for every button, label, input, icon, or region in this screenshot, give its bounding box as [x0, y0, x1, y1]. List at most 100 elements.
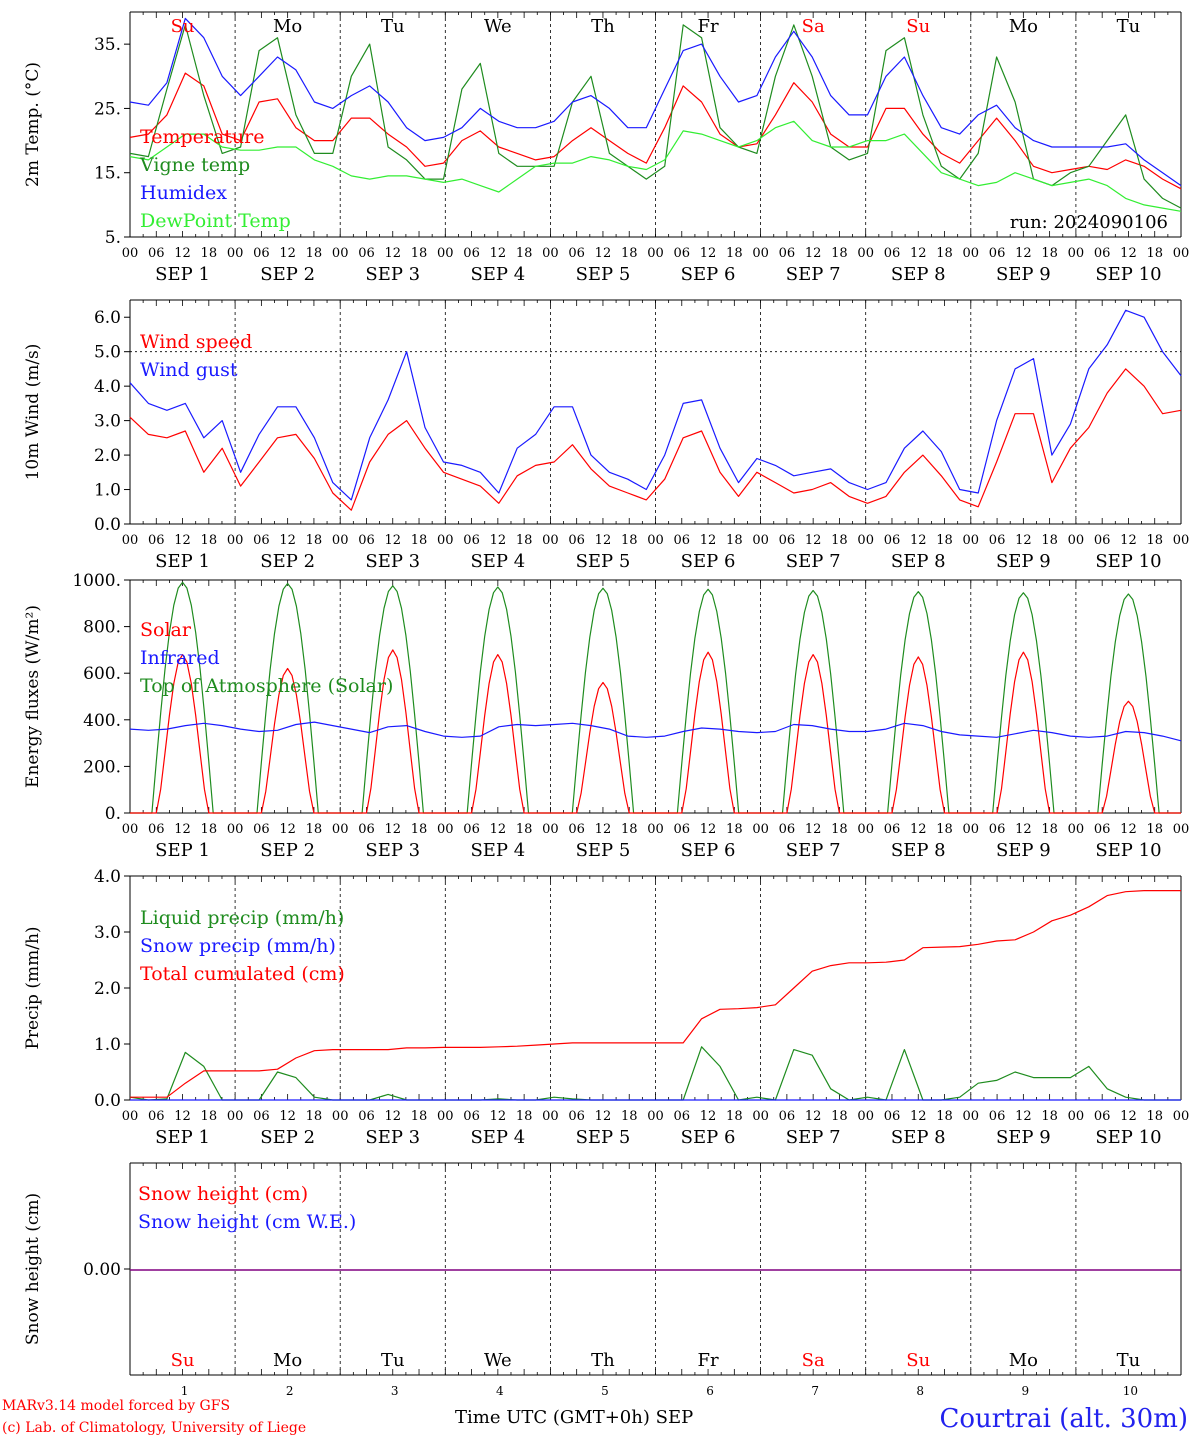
- date-label: SEP 2: [260, 551, 315, 572]
- hour-tick-label: 06: [989, 822, 1006, 837]
- hour-tick-label: 00: [122, 246, 139, 261]
- hour-tick-label: 18: [831, 246, 848, 261]
- hour-tick-label: 00: [122, 822, 139, 837]
- hour-tick-label: 18: [726, 246, 743, 261]
- date-label: SEP 1: [155, 551, 210, 572]
- x-axis-title: Time UTC (GMT+0h) SEP: [455, 1407, 694, 1428]
- hour-tick-label: 18: [411, 1109, 428, 1124]
- y-tick-label: 2.0: [94, 446, 121, 466]
- y-tick-label: 35.: [94, 35, 121, 55]
- weekday-label: Th: [591, 1350, 615, 1371]
- hour-tick-label: 06: [884, 822, 901, 837]
- day-number-label: 4: [496, 1384, 504, 1398]
- hour-tick-label: 18: [726, 1109, 743, 1124]
- y-tick-label: 0.: [105, 804, 121, 824]
- hour-tick-label: 18: [1041, 246, 1058, 261]
- date-label: SEP 9: [996, 264, 1051, 285]
- panel-2: [129, 299, 1182, 525]
- infrared-line: [129, 721, 1182, 742]
- weekday-label: Fr: [698, 16, 719, 37]
- day-number-label: 7: [811, 1384, 819, 1398]
- day-number-label: 8: [916, 1384, 924, 1398]
- legend-entry: Solar: [140, 619, 192, 641]
- weekday-label: Tu: [1117, 16, 1141, 37]
- hour-tick-label: 18: [726, 533, 743, 548]
- hour-tick-label: 12: [384, 822, 401, 837]
- solar-line: [130, 649, 1181, 814]
- y-tick-label: 0.0: [94, 515, 121, 535]
- weekday-label: Tu: [381, 16, 405, 37]
- hour-tick-label: 18: [621, 533, 638, 548]
- date-label: SEP 7: [786, 1127, 841, 1148]
- y-tick-label: 1.0: [94, 481, 121, 501]
- y-tick-label: 0.00: [83, 1260, 121, 1280]
- hour-tick-label: 06: [674, 1109, 691, 1124]
- hour-tick-label: 12: [805, 822, 822, 837]
- hour-tick-label: 06: [463, 822, 480, 837]
- day-number-label: 5: [601, 1384, 609, 1398]
- hour-tick-label: 06: [358, 822, 375, 837]
- weekday-label: Sa: [802, 16, 825, 37]
- hour-tick-label: 00: [227, 533, 244, 548]
- hour-tick-label: 00: [963, 246, 980, 261]
- day-number-label: 1: [181, 1384, 189, 1398]
- hour-tick-label: 12: [279, 533, 296, 548]
- y-axis-title: Energy fluxes (W/m²): [23, 605, 43, 788]
- hour-tick-label: 00: [857, 1109, 874, 1124]
- hour-tick-label: 12: [1120, 246, 1137, 261]
- hour-tick-label: 12: [1015, 822, 1032, 837]
- hour-tick-label: 12: [279, 822, 296, 837]
- date-label: SEP 3: [365, 264, 420, 285]
- hour-tick-label: 18: [516, 533, 533, 548]
- hour-tick-label: 06: [674, 533, 691, 548]
- date-label: SEP 3: [365, 551, 420, 572]
- hour-tick-label: 12: [279, 246, 296, 261]
- date-label: SEP 6: [681, 1127, 736, 1148]
- hour-tick-label: 12: [1015, 533, 1032, 548]
- hour-tick-label: 06: [148, 822, 165, 837]
- legend-entry: Temperature: [140, 126, 264, 148]
- hour-tick-label: 00: [752, 533, 769, 548]
- date-label: SEP 1: [155, 840, 210, 861]
- hour-tick-label: 12: [595, 246, 612, 261]
- day-number-label: 10: [1123, 1384, 1138, 1398]
- hour-tick-label: 18: [306, 1109, 323, 1124]
- y-tick-label: 2.0: [94, 979, 121, 999]
- date-label: SEP 5: [576, 551, 631, 572]
- run-label: run: 2024090106: [1010, 212, 1168, 233]
- hour-tick-label: 12: [490, 246, 507, 261]
- legend-entry: Humidex: [140, 182, 227, 204]
- date-label: SEP 10: [1095, 1127, 1161, 1148]
- hour-tick-label: 18: [516, 1109, 533, 1124]
- y-tick-label: 400.: [83, 711, 121, 731]
- hour-tick-label: 00: [332, 822, 349, 837]
- hour-tick-label: 06: [253, 246, 270, 261]
- hour-tick-label: 18: [621, 246, 638, 261]
- hour-tick-label: 00: [437, 822, 454, 837]
- hour-tick-label: 06: [884, 246, 901, 261]
- day-number-label: 2: [286, 1384, 294, 1398]
- legend-entry: Snow height (cm): [138, 1183, 308, 1205]
- date-label: SEP 3: [365, 1127, 420, 1148]
- weekday-label: Su: [906, 16, 930, 37]
- hour-tick-label: 00: [1173, 822, 1190, 837]
- date-label: SEP 10: [1095, 264, 1161, 285]
- hour-tick-label: 18: [411, 533, 428, 548]
- hour-tick-label: 06: [148, 246, 165, 261]
- date-label: SEP 1: [155, 264, 210, 285]
- hour-tick-label: 12: [805, 533, 822, 548]
- day-number-label: 3: [391, 1384, 399, 1398]
- hour-tick-label: 00: [963, 533, 980, 548]
- date-label: SEP 6: [681, 264, 736, 285]
- hour-tick-label: 00: [542, 246, 559, 261]
- hour-tick-label: 18: [1146, 246, 1163, 261]
- date-label: SEP 5: [576, 264, 631, 285]
- hour-tick-label: 12: [490, 822, 507, 837]
- weekday-label: Su: [171, 1350, 195, 1371]
- y-tick-label: 5.: [105, 228, 121, 248]
- date-label: SEP 5: [576, 1127, 631, 1148]
- hour-tick-label: 12: [490, 1109, 507, 1124]
- hour-tick-label: 12: [490, 533, 507, 548]
- series-line-2: [129, 309, 1182, 501]
